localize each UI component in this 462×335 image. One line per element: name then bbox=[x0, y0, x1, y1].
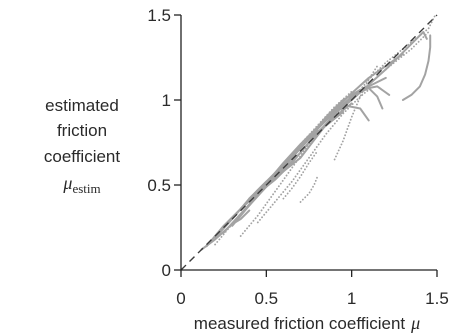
y-axis-label-symbol: μestim bbox=[62, 173, 100, 196]
y-tick-label: 0.5 bbox=[147, 176, 171, 195]
x-axis-ticks: 0 0.5 1 1.5 bbox=[176, 270, 449, 308]
x-axis-label: measured friction coefficient μ bbox=[194, 313, 420, 333]
data-trace-15 bbox=[256, 88, 370, 224]
data-trace-16 bbox=[282, 150, 319, 200]
x-tick-label: 0 bbox=[176, 289, 185, 308]
x-tick-label: 0.5 bbox=[255, 289, 279, 308]
x-tick-label: 1.5 bbox=[425, 289, 449, 308]
data-trace-12 bbox=[401, 34, 432, 101]
data-trace-9 bbox=[273, 85, 391, 178]
y-tick-label: 1 bbox=[162, 91, 171, 110]
y-axis-ticks: 0 0.5 1 1.5 bbox=[147, 6, 181, 280]
data-trace-13 bbox=[231, 209, 251, 226]
reference-diagonal-line bbox=[180, 14, 438, 271]
data-trace-11 bbox=[333, 31, 428, 115]
y-tick-label: 0 bbox=[162, 261, 171, 280]
data-trace-10 bbox=[299, 87, 384, 147]
x-tick-label: 1 bbox=[347, 289, 356, 308]
y-axis-label: estimated friction coefficient μestim bbox=[44, 96, 121, 196]
y-axis-label-line-3: coefficient bbox=[44, 147, 121, 166]
data-trace-21 bbox=[384, 31, 430, 71]
data-trace-19 bbox=[299, 175, 319, 203]
y-axis-label-line-2: friction bbox=[57, 121, 107, 140]
y-axis-label-line-1: estimated bbox=[45, 96, 119, 115]
y-tick-label: 1.5 bbox=[147, 6, 171, 25]
data-trace-14 bbox=[239, 107, 345, 237]
data-trace-20 bbox=[214, 90, 353, 246]
